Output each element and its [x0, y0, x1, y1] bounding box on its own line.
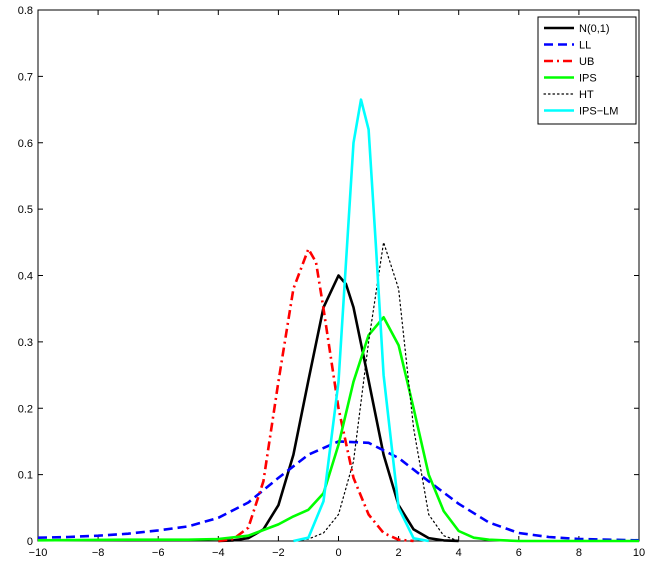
series-layer	[37, 98, 640, 543]
x-tick-label: 6	[516, 547, 522, 559]
y-tick-label: 0.6	[18, 138, 33, 150]
y-tick-label: 0.8	[18, 5, 33, 17]
legend-label-4: HT	[579, 89, 594, 101]
x-tick-label: 4	[456, 547, 462, 559]
x-tick-label: −4	[212, 547, 225, 559]
x-tick-label: −8	[92, 547, 105, 559]
series-line-4	[292, 241, 460, 542]
y-tick-label: 0.7	[18, 71, 33, 83]
y-tick-label: 0.2	[18, 403, 33, 415]
series-line-2	[218, 247, 414, 543]
legend-label-0: N(0,1)	[579, 23, 610, 35]
legend-label-1: LL	[579, 40, 591, 52]
y-tick-label: 0	[27, 536, 33, 548]
series-line-5	[293, 98, 429, 543]
series-line-3	[37, 315, 639, 543]
x-tick-label: −6	[152, 547, 165, 559]
legend-label-5: IPS−LM	[579, 106, 618, 118]
x-tick-label: −10	[29, 547, 48, 559]
x-tick-label: −2	[272, 547, 285, 559]
y-tick-label: 0.3	[18, 337, 33, 349]
y-tick-label: 0.5	[18, 204, 33, 216]
x-tick-label: 2	[396, 547, 402, 559]
x-tick-label: 0	[335, 547, 341, 559]
x-axis: −10 −8 −6 −4 −2 0 2 4 6 8 10	[29, 10, 645, 559]
y-tick-label: 0.4	[18, 271, 33, 283]
x-tick-label: 8	[576, 547, 582, 559]
legend-label-2: UB	[579, 56, 594, 68]
x-tick-label: 10	[633, 547, 645, 559]
legend-box	[537, 16, 637, 125]
y-tick-label: 0.1	[18, 470, 33, 482]
legend: N(0,1) LL UB IPS HT IPS−LM	[537, 16, 637, 125]
legend-label-3: IPS	[579, 73, 597, 85]
